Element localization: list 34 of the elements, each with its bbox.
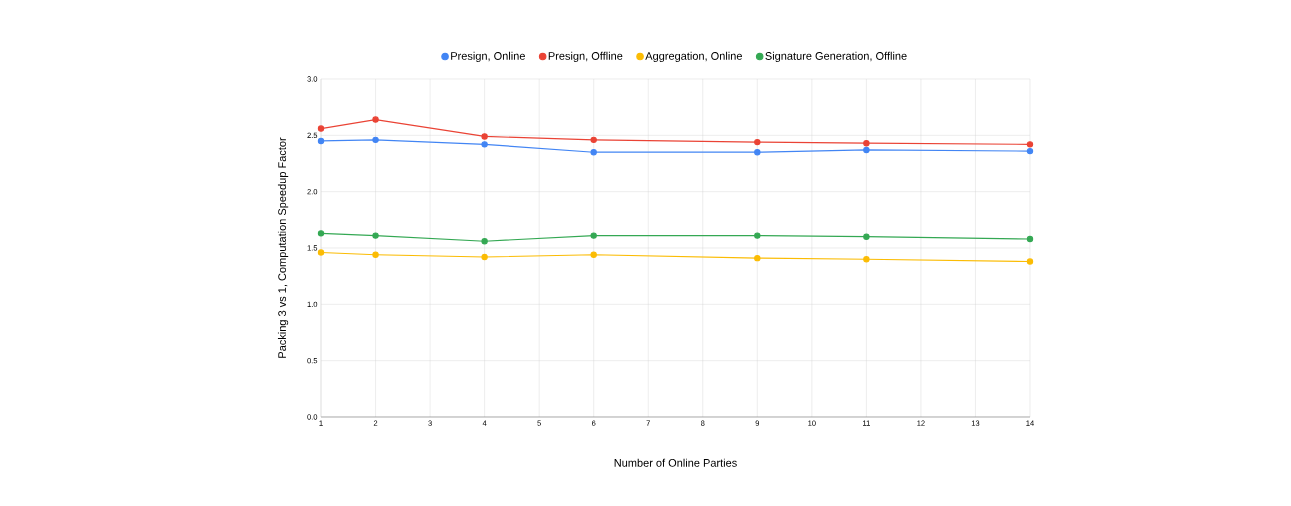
- point: [863, 146, 870, 154]
- point: [863, 233, 870, 240]
- point: [754, 254, 761, 262]
- point: [372, 251, 379, 258]
- point: [372, 136, 379, 144]
- point: [1026, 141, 1034, 148]
- point: [481, 133, 488, 140]
- point: [372, 232, 379, 239]
- legend-label: Aggregation, Online: [645, 51, 742, 63]
- point: [1026, 258, 1034, 265]
- point: [590, 232, 597, 239]
- point: [754, 149, 761, 156]
- point: [317, 249, 325, 256]
- point: [481, 141, 488, 148]
- legend-label: Presign, Online: [451, 51, 525, 63]
- point: [317, 137, 325, 145]
- legend-label: Presign, Offline: [548, 51, 623, 63]
- point: [863, 140, 870, 147]
- point: [754, 232, 761, 239]
- legend-label: Signature Generation, Offline: [765, 51, 907, 63]
- point: [863, 256, 870, 263]
- x-axis-title: Number of Online Parties: [614, 458, 737, 467]
- point: [481, 253, 488, 261]
- y-axis-title: Packing 3 vs 1, Computation Speedup Factor: [277, 137, 289, 358]
- point: [481, 238, 488, 245]
- point: [754, 138, 761, 146]
- point: [590, 149, 597, 156]
- point: [317, 230, 325, 237]
- point: [590, 251, 597, 258]
- point: [372, 116, 379, 123]
- point: [317, 125, 325, 132]
- point: [1026, 235, 1034, 243]
- point: [1026, 147, 1034, 155]
- point: [590, 136, 597, 144]
